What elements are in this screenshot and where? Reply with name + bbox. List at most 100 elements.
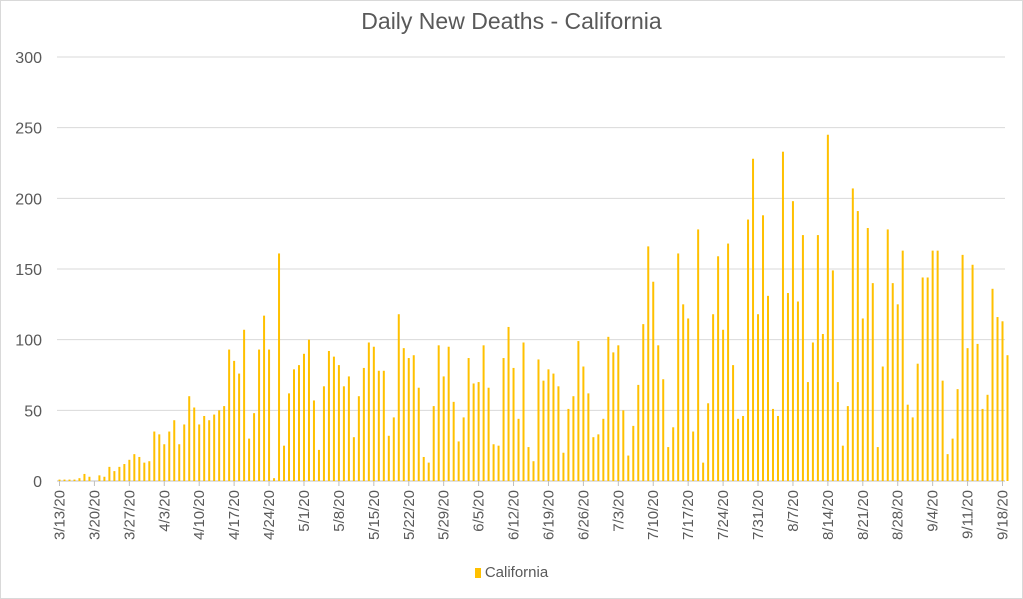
bar [487,387,490,481]
bar [537,359,540,481]
bar [168,431,171,481]
bar [183,424,186,481]
bar [128,459,131,481]
bar [727,243,730,481]
bar [572,396,575,481]
bar [193,407,196,481]
bar [821,334,824,481]
legend: California [0,564,1023,581]
bar [263,315,266,481]
x-tick-label: 8/14/20 [820,490,837,540]
x-tick-label: 8/28/20 [890,490,907,540]
bar [377,370,380,481]
bar [412,355,415,481]
bar [562,452,565,481]
bar [637,384,640,481]
bar [243,329,246,481]
bar [103,476,106,481]
bar [652,281,655,481]
bar [632,425,635,481]
y-tick-label: 200 [15,191,42,208]
bar [228,349,231,481]
x-tick-label: 6/12/20 [506,490,523,540]
bar [747,219,750,482]
bar [367,342,370,481]
bar [58,479,61,481]
bar [502,358,505,481]
bar [422,456,425,481]
bar [891,283,894,481]
bar [307,339,310,481]
bar [417,387,420,481]
bar [332,356,335,481]
y-tick-label: 150 [15,262,42,279]
bar [467,358,470,481]
bar [297,365,300,481]
bar [602,418,605,481]
bar [283,445,286,481]
x-tick-label: 7/31/20 [750,490,767,540]
bar [971,264,974,481]
bar [223,406,226,481]
bar [387,435,390,481]
chart-title: Daily New Deaths - California [361,8,662,34]
bar [382,370,385,481]
x-tick-label: 4/17/20 [226,490,243,540]
bar [926,277,929,481]
bar [108,466,111,481]
bar [961,254,964,481]
bar [248,438,251,481]
bar [811,342,814,481]
bar [253,413,256,481]
bar [791,201,794,481]
bars [58,134,1009,482]
x-axis-ticks: 3/13/20 3/20/20 3/27/20 4/3/20 4/10/20 4/17/2… [51,481,1012,540]
bar [861,318,864,481]
bar [547,369,550,481]
bar [707,403,710,481]
bar [592,437,595,481]
y-axis-ticks: 0 50 100 150 200 250 300 [15,50,42,491]
bar [312,400,315,481]
bar [273,478,276,481]
bar [951,438,954,481]
bar [427,462,430,481]
bar [437,345,440,481]
y-tick-label: 250 [15,121,42,138]
bar [342,386,345,481]
x-tick-label: 9/11/20 [960,490,977,539]
x-tick-label: 5/29/20 [436,490,453,540]
bar [392,417,395,481]
bar [732,365,735,481]
bar [293,369,295,481]
bar [836,382,839,481]
x-tick-label: 7/10/20 [645,490,662,540]
bar [213,414,216,481]
bar [936,250,939,481]
bar [856,211,859,481]
bar [238,373,241,481]
bar [462,417,465,481]
bar [83,473,86,481]
bar [806,382,809,481]
bar [916,363,919,481]
bar [662,379,665,481]
bar [1001,321,1004,481]
bar [781,151,784,481]
bar [173,420,176,481]
bar [158,434,161,481]
bar [612,352,615,481]
bar [841,445,844,481]
bar [981,408,984,481]
bar [771,408,774,481]
bar [198,424,201,481]
bar [123,464,126,481]
bar [627,455,630,481]
x-tick-label: 7/3/20 [610,490,627,532]
bar [607,336,610,481]
bar [826,134,829,481]
x-tick-label: 4/10/20 [191,490,208,540]
bar [687,318,690,481]
bar [672,427,675,481]
